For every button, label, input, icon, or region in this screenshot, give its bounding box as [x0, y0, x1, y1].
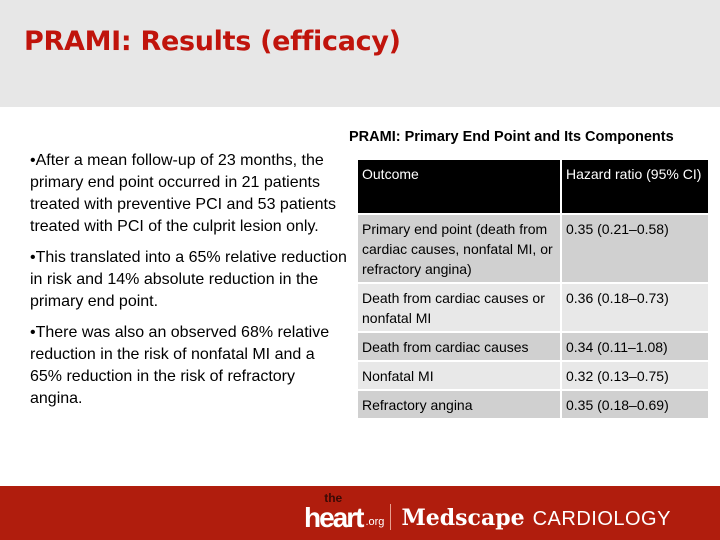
outcome-cell: Primary end point (death from cardiac ca… — [356, 213, 562, 284]
outcome-cell: Nonfatal MI — [356, 360, 562, 391]
footer-logos: the heart .org Medscape CARDIOLOGY — [304, 492, 671, 532]
footer-bar — [0, 486, 720, 540]
hazard-ratio-cell: 0.32 (0.13–0.75) — [560, 360, 710, 391]
hazard-ratio-cell: 0.34 (0.11–1.08) — [560, 331, 710, 362]
medscape-logo: Medscape — [401, 505, 525, 531]
cardiology-label: CARDIOLOGY — [532, 508, 671, 530]
table-row: Death from cardiac causes 0.34 (0.11–1.08… — [356, 331, 710, 362]
title-bar: PRAMI: Results (efficacy) — [0, 0, 720, 107]
theheart-logo-stack: the heart — [304, 491, 364, 533]
outcome-cell: Death from cardiac causes — [356, 331, 562, 362]
theheart-logo-the: the — [324, 491, 343, 505]
table-row: Primary end point (death from cardiac ca… — [356, 213, 710, 284]
column-header-hazard-ratio: Hazard ratio (95% CI) — [560, 158, 710, 215]
hazard-ratio-cell: 0.36 (0.18–0.73) — [560, 282, 710, 333]
column-header-outcome: Outcome — [356, 158, 562, 215]
hazard-ratio-cell: 0.35 (0.18–0.69) — [560, 389, 710, 420]
table-row: Refractory angina 0.35 (0.18–0.69) — [356, 389, 710, 420]
bullet-item: •After a mean follow-up of 23 months, th… — [30, 152, 336, 235]
table-header-row: Outcome Hazard ratio (95% CI) — [356, 158, 710, 215]
results-table: Outcome Hazard ratio (95% CI) Primary en… — [356, 158, 710, 420]
table-row: Death from cardiac causes or nonfatal MI… — [356, 282, 710, 333]
outcome-cell: Death from cardiac causes or nonfatal MI — [356, 282, 562, 333]
bullet-item: •There was also an observed 68% relative… — [30, 324, 330, 407]
hazard-ratio-cell: 0.35 (0.21–0.58) — [560, 213, 710, 284]
logo-divider — [390, 504, 392, 530]
slide-title: PRAMI: Results (efficacy) — [24, 26, 401, 57]
table-title: PRAMI: Primary End Point and Its Compone… — [349, 129, 674, 145]
bullet-list: •After a mean follow-up of 23 months, th… — [30, 150, 348, 419]
outcome-cell: Refractory angina — [356, 389, 562, 420]
table-row: Nonfatal MI 0.32 (0.13–0.75) — [356, 360, 710, 391]
theheart-logo-org: .org — [365, 516, 385, 528]
bullet-item: •This translated into a 65% relative red… — [30, 249, 347, 310]
theheart-logo: heart — [304, 502, 364, 533]
